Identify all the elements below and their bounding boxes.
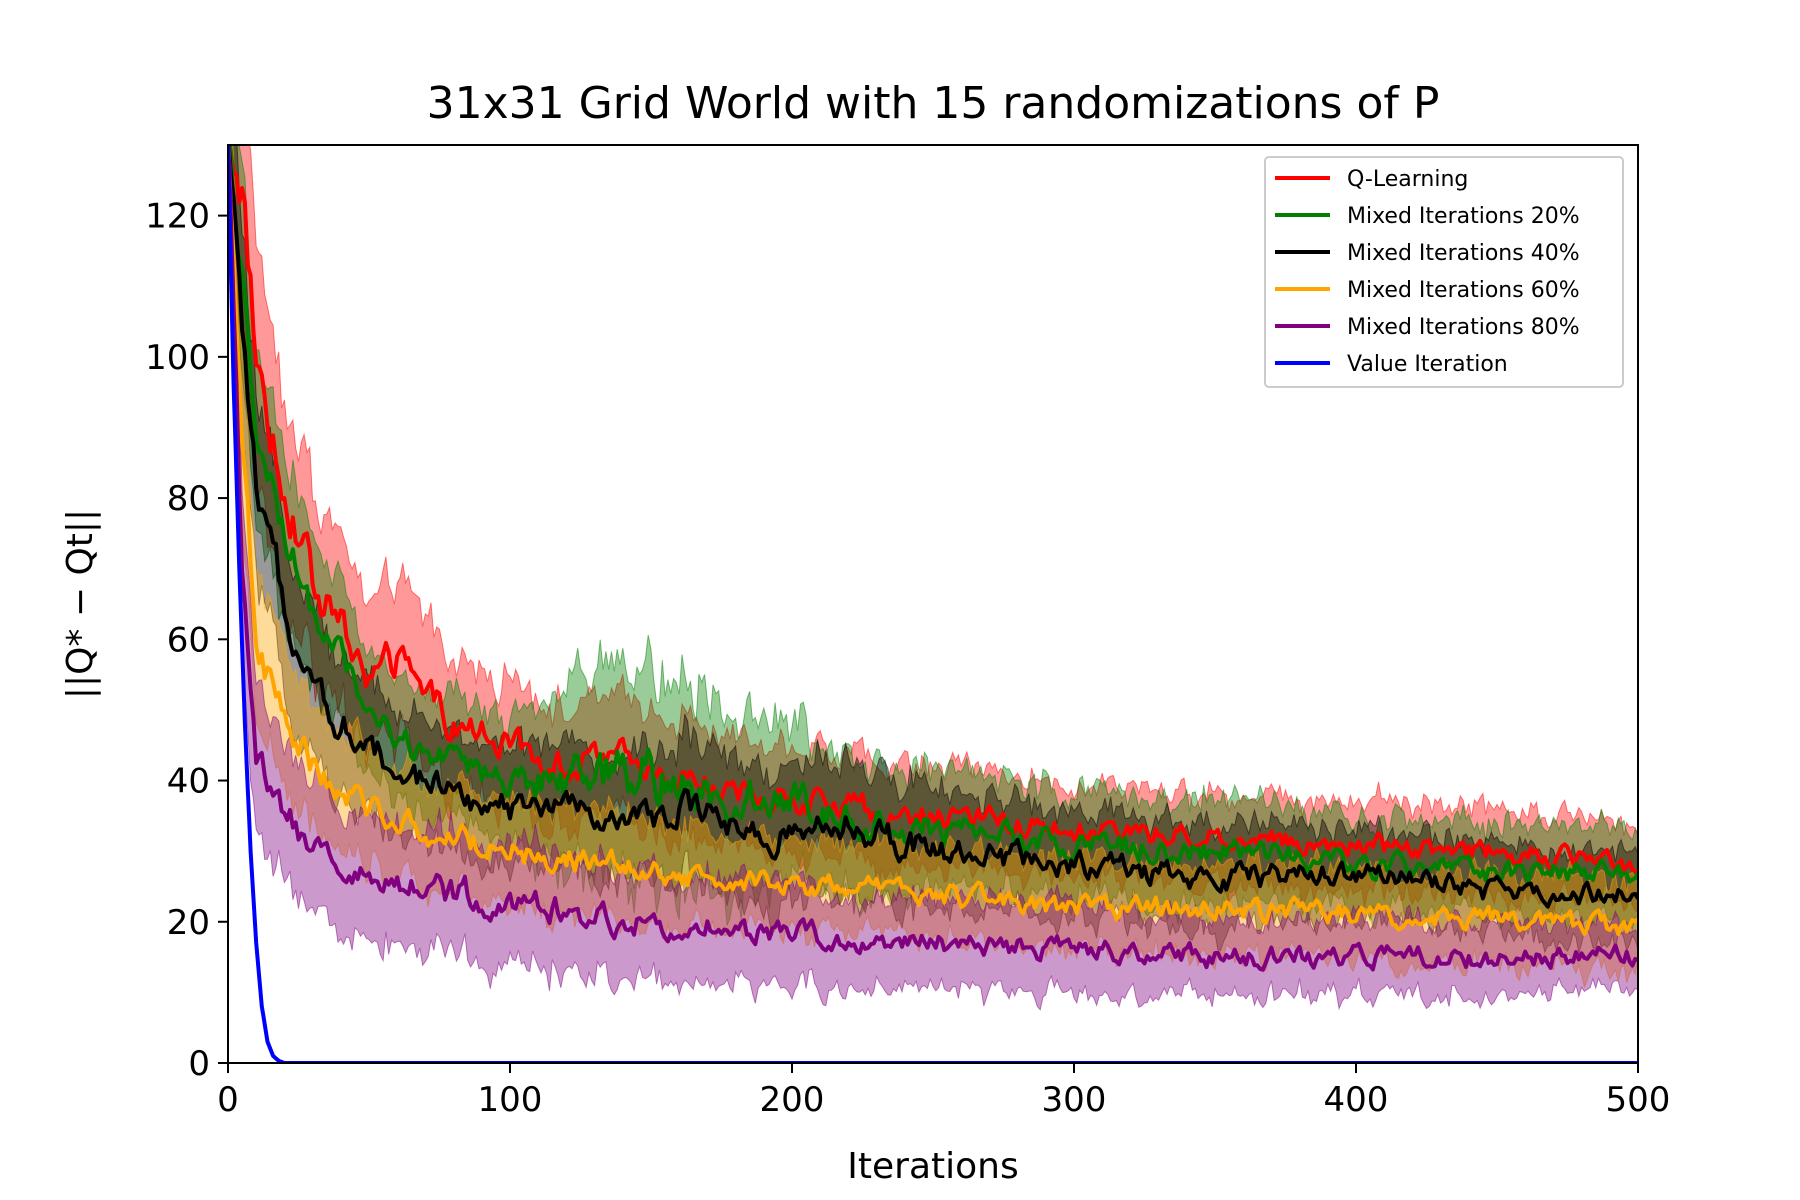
series-line-mixed-iterations-60 [228, 145, 1638, 937]
series-line-mixed-iterations-40 [228, 145, 1638, 909]
x-tick-label: 200 [760, 1080, 825, 1120]
legend-box [1264, 156, 1624, 388]
y-tick-label: 100 [145, 338, 210, 378]
series-line-q-learning [228, 145, 1638, 877]
legend-label-mixed-iterations-20: Mixed Iterations 20% [1347, 204, 1580, 229]
y-axis: 0 20 40 60 80 100 120 [145, 197, 228, 1084]
x-axis: 0 100 200 300 400 500 [217, 1063, 1670, 1120]
x-tick-label: 300 [1042, 1080, 1107, 1120]
y-tick-label: 20 [167, 903, 210, 943]
series-lines [228, 145, 1638, 1063]
y-tick-label: 60 [167, 620, 210, 660]
legend-label-mixed-iterations-40: Mixed Iterations 40% [1347, 241, 1580, 266]
confidence-bands [228, 145, 1638, 1011]
plot-frame [227, 144, 1639, 1064]
y-tick-label: 0 [188, 1044, 210, 1084]
y-tick-label: 40 [167, 762, 210, 802]
x-tick-label: 0 [217, 1080, 239, 1120]
y-tick-label: 120 [145, 197, 210, 237]
x-tick-label: 500 [1606, 1080, 1671, 1120]
y-tick-label: 80 [167, 479, 210, 519]
x-axis-label: Iterations [847, 1146, 1018, 1187]
legend-label-value-iteration: Value Iteration [1347, 352, 1508, 377]
band-mixed-iterations-60 [228, 145, 1638, 989]
x-tick-label: 400 [1324, 1080, 1389, 1120]
series-line-mixed-iterations-80 [228, 145, 1638, 972]
band-mixed-iterations-20 [228, 145, 1638, 935]
chart-title: 31x31 Grid World with 15 randomizations … [427, 78, 1440, 129]
legend-label-mixed-iterations-60: Mixed Iterations 60% [1347, 278, 1580, 303]
band-mixed-iterations-80 [228, 145, 1638, 1011]
x-tick-label: 100 [478, 1080, 543, 1120]
legend-label-q-learning: Q-Learning [1347, 167, 1468, 192]
series-line-mixed-iterations-20 [228, 145, 1638, 885]
legend-label-mixed-iterations-80: Mixed Iterations 80% [1347, 315, 1580, 340]
legend: Q-Learning Mixed Iterations 20% Mixed Iter… [1264, 156, 1624, 388]
y-axis-label: ||Q* − Qt|| [60, 509, 101, 699]
band-q-learning [228, 145, 1638, 916]
